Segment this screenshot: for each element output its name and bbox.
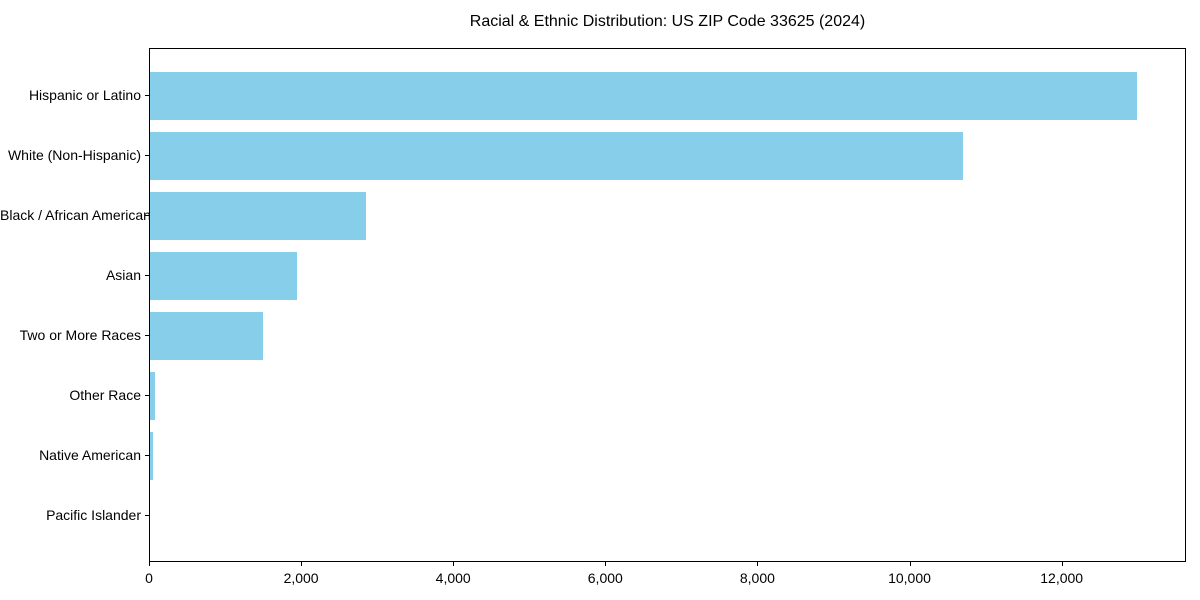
x-tick-mark — [453, 562, 455, 566]
y-tick-label: Native American — [39, 446, 141, 463]
x-tick-mark — [149, 562, 150, 566]
x-tick-label: 4,000 — [435, 570, 471, 586]
x-tick-mark — [757, 562, 759, 566]
y-tick-label: White (Non-Hispanic) — [7, 147, 141, 164]
plot-area — [149, 48, 1186, 562]
y-tick-mark — [145, 394, 149, 396]
y-tick-mark — [145, 514, 149, 516]
y-tick-mark — [145, 95, 149, 97]
y-tick-label: Two or More Races — [19, 327, 141, 343]
y-tick-label: Asian — [105, 267, 141, 284]
y-tick-mark — [145, 454, 149, 456]
y-tick-label: Other Race — [69, 386, 141, 403]
y-tick-label: Black / African American — [0, 207, 151, 224]
x-tick-label: 10,000 — [888, 570, 931, 586]
y-tick-label: Pacific Islander — [46, 506, 141, 523]
bar-asian — [150, 252, 297, 301]
y-tick-mark — [145, 335, 149, 336]
x-tick-label: 0 — [145, 570, 153, 586]
bar-two-or-more-races — [150, 312, 263, 360]
x-tick-mark — [1061, 562, 1063, 566]
bar-white-non-hispanic — [150, 132, 963, 181]
x-tick-label: 12,000 — [1040, 570, 1084, 586]
x-tick-label: 8,000 — [739, 570, 775, 586]
bar-hispanic-or-latino — [150, 72, 1138, 121]
bar-black-african-american — [150, 192, 367, 241]
x-tick-mark — [909, 562, 911, 566]
y-tick-mark — [145, 155, 149, 157]
x-tick-label: 2,000 — [283, 570, 319, 586]
x-tick-label: 6,000 — [587, 570, 623, 586]
bar-other-race — [150, 371, 155, 420]
chart-title: Racial & Ethnic Distribution: US ZIP Cod… — [469, 13, 866, 30]
y-tick-mark — [145, 275, 149, 277]
y-tick-mark — [145, 215, 149, 217]
y-tick-label: Hispanic or Latino — [28, 87, 141, 104]
bar-native-american — [150, 431, 154, 480]
x-tick-mark — [301, 562, 303, 566]
x-tick-mark — [605, 562, 607, 566]
